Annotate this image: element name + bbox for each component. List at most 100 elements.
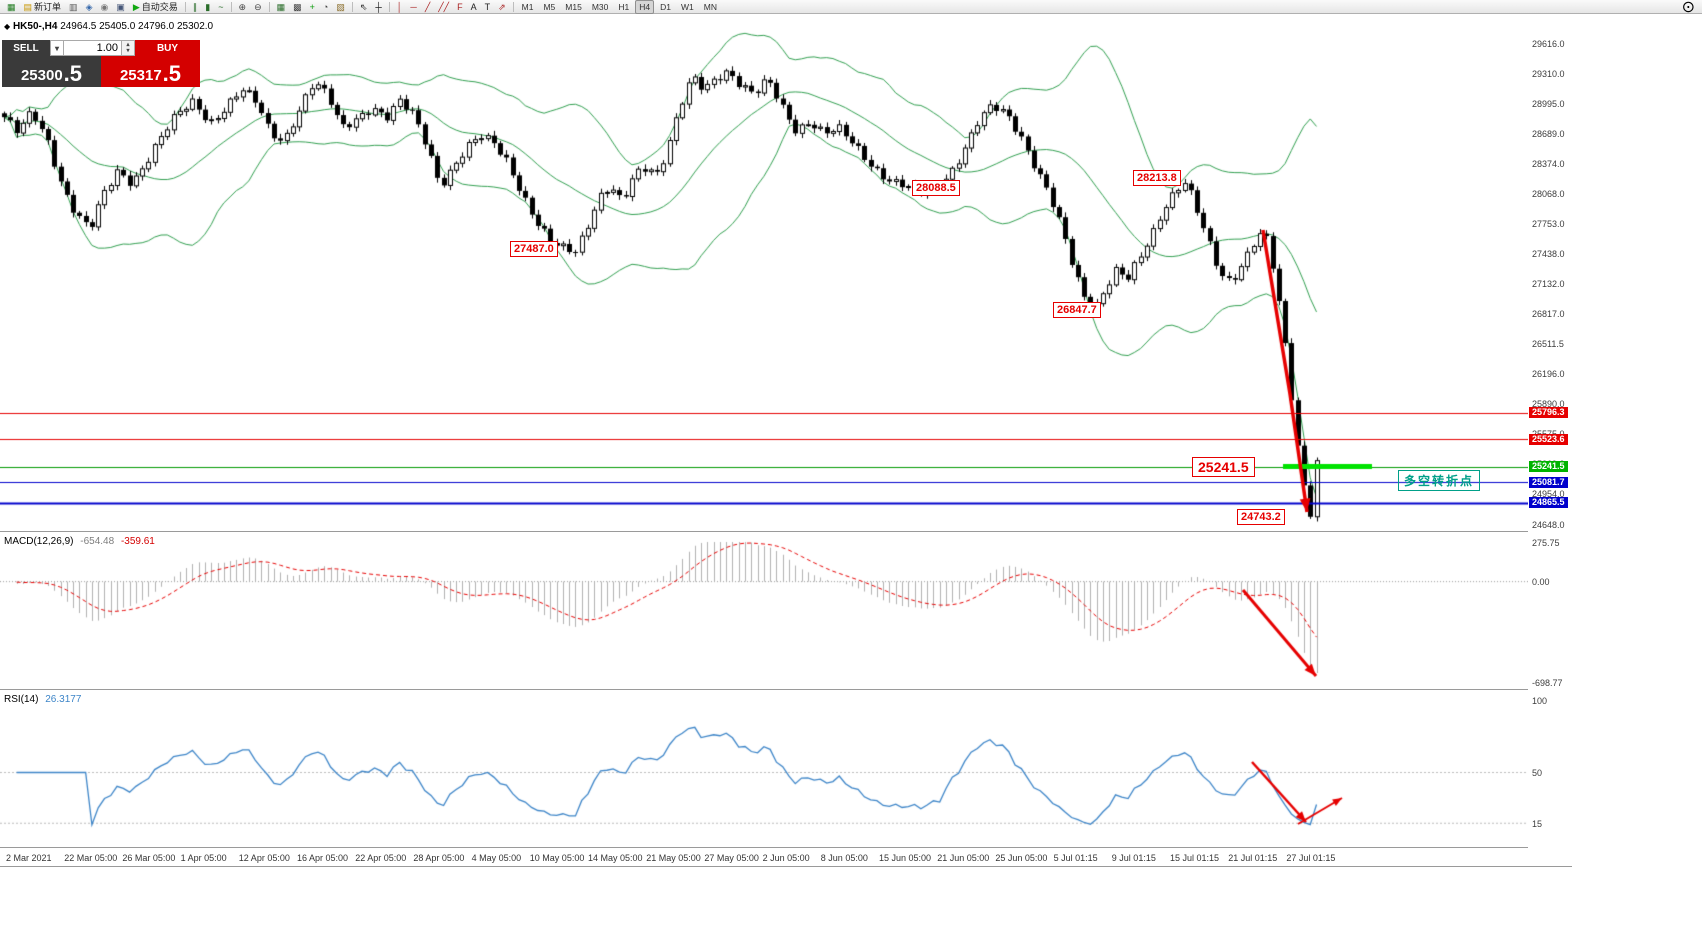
time-axis-label: 21 Jul 01:15 bbox=[1228, 853, 1278, 863]
macd-axis-label: -698.77 bbox=[1532, 677, 1563, 688]
time-axis-label: 12 Apr 05:00 bbox=[238, 853, 290, 863]
equidistant-channel-icon: ╱╱ bbox=[438, 1, 450, 12]
rsi-pane-canvas[interactable] bbox=[0, 690, 1528, 848]
time-axis-label: 26 Mar 05:00 bbox=[122, 853, 176, 863]
time-axis[interactable]: 2 Mar 2021 22 Mar 05:00 26 Mar 05:00 1 Apr … bbox=[0, 848, 1528, 866]
volume-stepper[interactable]: ▴ ▾ bbox=[122, 40, 135, 56]
trendline-icon[interactable]: ╱ bbox=[422, 0, 433, 14]
macd-axis-label: 275.75 bbox=[1532, 537, 1560, 548]
cursor-icon: ⇖ bbox=[359, 1, 368, 12]
market-watch-icon: ◉ bbox=[100, 1, 109, 12]
price-axis[interactable]: 29616.0 29310.0 28995.0 28689.0 28374.0 28068… bbox=[1528, 14, 1702, 866]
price-axis-label: 26817.0 bbox=[1532, 309, 1565, 320]
macd-axis-label: 0.00 bbox=[1532, 577, 1550, 588]
horizontal-line-icon[interactable]: ─ bbox=[407, 0, 419, 14]
volume-dropdown[interactable]: ▾ bbox=[50, 40, 64, 56]
zoom-in-icon[interactable]: ⊕ bbox=[236, 0, 250, 14]
pane-separator[interactable] bbox=[0, 531, 1572, 532]
new-chart-icon[interactable]: ▦ bbox=[4, 0, 19, 14]
timeframe-m5[interactable]: M5 bbox=[543, 1, 556, 12]
templates-icon[interactable]: ▧ bbox=[333, 0, 348, 14]
timeframe-w1[interactable]: W1 bbox=[680, 1, 694, 12]
timeframe-m15[interactable]: M15 bbox=[565, 1, 582, 12]
price-axis-label: 29616.0 bbox=[1532, 38, 1565, 49]
sell-button[interactable]: SELL bbox=[2, 40, 50, 56]
time-axis-label: 21 May 05:00 bbox=[646, 853, 701, 863]
fibonacci-icon[interactable]: F bbox=[454, 0, 466, 14]
price-axis-label: 27753.0 bbox=[1532, 218, 1565, 229]
arrows-tool-icon[interactable]: ⇗ bbox=[495, 0, 509, 14]
price-axis-label: 28689.0 bbox=[1532, 128, 1565, 139]
price-level-badge: 25523.6 bbox=[1529, 433, 1568, 445]
buy-price: 25317 bbox=[119, 67, 162, 84]
buy-price-fraction: .5 bbox=[162, 61, 182, 86]
vertical-line-icon[interactable]: │ bbox=[394, 0, 406, 14]
crosshair-icon[interactable]: ┼ bbox=[372, 0, 384, 14]
new-order-icon: ▤ bbox=[23, 1, 33, 12]
tile-windows-icon[interactable]: ▦ bbox=[274, 0, 289, 14]
indicators-add-icon[interactable]: + bbox=[307, 0, 318, 14]
sell-price-fraction: .5 bbox=[63, 61, 83, 86]
symbol-marker-icon: ◆ bbox=[4, 22, 11, 31]
rsi-axis-label: 50 bbox=[1532, 768, 1543, 778]
timeframe-h4[interactable]: H4 bbox=[635, 0, 655, 14]
equidistant-channel-icon[interactable]: ╱╱ bbox=[435, 0, 452, 14]
buy-price-button[interactable]: 25317 .5 bbox=[101, 56, 200, 87]
pane-separator[interactable] bbox=[0, 689, 1572, 690]
price-axis-label: 24954.0 bbox=[1532, 489, 1565, 500]
time-axis-label: 15 Jul 01:15 bbox=[1170, 853, 1220, 863]
profiles-icon[interactable]: ◈ bbox=[83, 0, 96, 14]
periods-icon[interactable]: ◔ bbox=[320, 0, 331, 14]
periods-icon: ◔ bbox=[322, 1, 329, 12]
buy-button[interactable]: BUY bbox=[135, 40, 200, 56]
bar-chart-icon[interactable]: ∥ bbox=[190, 0, 201, 14]
auto-trading-icon: ▶ bbox=[132, 1, 140, 12]
time-axis-label: 16 Apr 05:00 bbox=[297, 853, 349, 863]
text-label-icon[interactable]: T bbox=[482, 0, 494, 14]
price-axis-label: 29310.0 bbox=[1532, 68, 1565, 79]
time-axis-label: 1 Apr 05:00 bbox=[180, 853, 227, 863]
timeframe-h1[interactable]: H1 bbox=[618, 1, 630, 12]
main-chart-canvas[interactable] bbox=[0, 14, 1528, 532]
line-chart-icon[interactable]: ~ bbox=[215, 0, 226, 14]
timeframe-m30[interactable]: M30 bbox=[591, 1, 609, 12]
timeframe-m1[interactable]: M1 bbox=[521, 1, 534, 12]
toolbar-separator bbox=[184, 1, 186, 12]
toolbar-separator bbox=[230, 1, 232, 12]
time-axis-label: 5 Jul 01:15 bbox=[1053, 853, 1098, 863]
time-axis-label: 25 Jun 05:00 bbox=[995, 853, 1048, 863]
crosshair-icon: ┼ bbox=[375, 1, 382, 12]
timeframe-d1[interactable]: D1 bbox=[660, 1, 671, 12]
price-axis-label: 26196.0 bbox=[1532, 369, 1565, 380]
time-axis-label: 4 May 05:00 bbox=[471, 853, 522, 863]
time-axis-label: 27 May 05:00 bbox=[704, 853, 759, 863]
chart-shift-icon[interactable]: ▥ bbox=[66, 0, 81, 14]
rsi-value: 26.3177 bbox=[45, 694, 82, 705]
sell-price-button[interactable]: 25300 .5 bbox=[2, 56, 101, 87]
market-watch-icon[interactable]: ◉ bbox=[97, 0, 111, 14]
auto-trading-button[interactable]: ▶ 自动交易 bbox=[130, 0, 181, 14]
search-icon[interactable]: ⊙ bbox=[1681, 0, 1695, 16]
price-axis-label: 27438.0 bbox=[1532, 248, 1565, 259]
terminal-icon[interactable]: ▣ bbox=[113, 0, 128, 14]
text-icon[interactable]: A bbox=[468, 0, 480, 14]
volume-input[interactable] bbox=[64, 40, 122, 56]
text-label-icon: T bbox=[484, 1, 491, 12]
cursor-icon[interactable]: ⇖ bbox=[357, 0, 371, 14]
step-up-icon: ▴ bbox=[126, 42, 130, 48]
templates-icon: ▧ bbox=[336, 1, 345, 12]
ohlc-values: 24964.5 25405.0 24796.0 25302.0 bbox=[60, 21, 214, 32]
tile-windows-icon: ▦ bbox=[276, 1, 286, 12]
candlestick-chart-icon[interactable]: ▮ bbox=[202, 0, 213, 14]
main-toolbar: ▦ ▤ 新订单 ▥ ◈ ◉ ▣ ▶ 自动交易 ∥ ▮ ~ ⊕ ⊖ ▦ ▩ + ◔ ▧ ⇖ ┼ │ ─ ╱ ╱╱ F A T ⇗ M1 M5 M… bbox=[0, 0, 1702, 16]
cascade-windows-icon[interactable]: ▩ bbox=[290, 0, 305, 14]
macd-pane-canvas[interactable] bbox=[0, 532, 1528, 690]
timeframe-mn[interactable]: MN bbox=[703, 1, 717, 12]
line-chart-icon: ~ bbox=[218, 1, 224, 12]
cascade-windows-icon: ▩ bbox=[293, 1, 302, 12]
symbol-timeframe-label: HK50-,H4 bbox=[12, 21, 58, 32]
new-order-button[interactable]: ▤ 新订单 bbox=[21, 0, 65, 14]
price-axis-label: 27132.0 bbox=[1532, 279, 1565, 289]
zoom-out-icon[interactable]: ⊖ bbox=[251, 0, 265, 14]
bar-chart-icon: ∥ bbox=[192, 1, 198, 12]
